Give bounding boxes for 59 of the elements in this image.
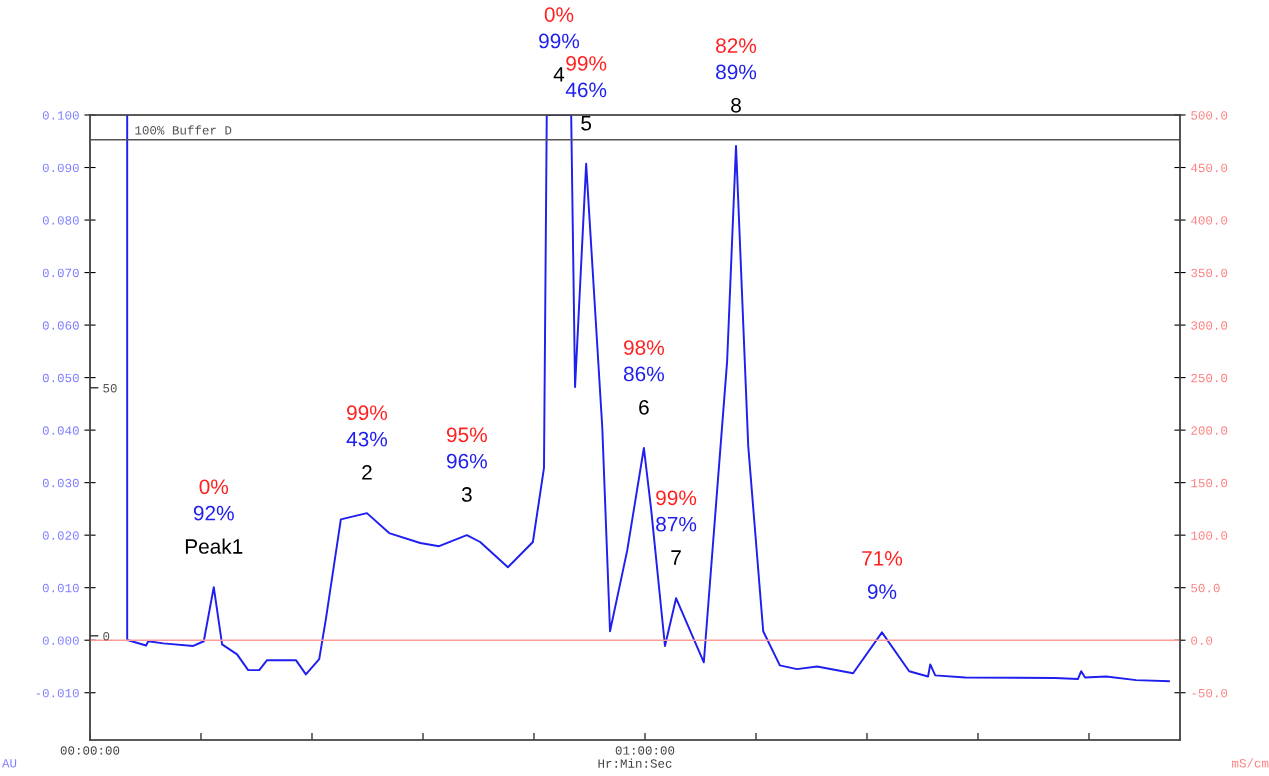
annotation: 96%	[446, 453, 487, 469]
annotation: 87%	[656, 516, 697, 532]
y2-tick-label: 300.0	[1191, 321, 1228, 330]
y-tick-label: 0.030	[42, 478, 79, 488]
text: 82%	[716, 38, 757, 53]
y-tick-label: 0.060	[42, 321, 79, 330]
y-tick-label: 0.010	[42, 583, 79, 593]
annotation: 2	[362, 465, 372, 480]
annotation: 0%	[199, 479, 229, 495]
annotation: 99%	[656, 490, 697, 506]
y2-tick-label: 250.0	[1191, 373, 1228, 383]
text: 89%	[716, 64, 757, 80]
annotation: 8	[731, 97, 741, 113]
annotation: 9%	[867, 584, 897, 600]
y-tick-label: 0.080	[42, 216, 79, 225]
text: 99%	[566, 56, 607, 71]
annotation: 86%	[623, 366, 664, 382]
annotation: 43%	[346, 431, 388, 447]
y2-tick-label: 150.0	[1191, 478, 1228, 488]
y-tick-label: 0.000	[42, 636, 79, 645]
y-tick-label: 0.020	[42, 531, 79, 540]
y2-tick-label: 0.0	[1191, 636, 1213, 645]
annotation: 4	[553, 67, 565, 82]
y2-tick-label: 500.0	[1191, 111, 1228, 120]
annotation: 99%	[347, 405, 388, 421]
y-tick-label: 0.050	[42, 373, 79, 383]
y2-tick-label: -50.0	[1192, 688, 1228, 698]
annotation: 92%	[193, 505, 234, 521]
ref-line-label: 100% Buffer D	[135, 125, 232, 135]
y2-tick-label: 50.0	[1191, 583, 1220, 593]
y2-tick-label: 450.0	[1191, 163, 1228, 173]
y2-tick-label: 200.0	[1191, 426, 1228, 435]
text: 99%	[539, 33, 580, 49]
y2-tick-label: 400.0	[1191, 216, 1228, 225]
y-tick-label: 0.070	[42, 268, 79, 278]
line-series	[126, 115, 1170, 683]
y2-axis-title: mS/cm	[1232, 758, 1269, 768]
annotation: 71%	[862, 551, 903, 566]
y-tick-label: -0.010	[36, 688, 79, 698]
text: 46%	[565, 82, 607, 98]
y2-tick-label: 350.0	[1191, 268, 1228, 278]
y-tick-label: 0.090	[42, 163, 79, 173]
y2-tick-label: 100.0	[1191, 531, 1228, 540]
annotation: 7	[671, 550, 681, 565]
text: 0%	[544, 7, 574, 22]
x-axis-title: Hr:Min:Sec	[598, 758, 672, 768]
y3-tick-label: 0	[103, 632, 110, 641]
y3-tick-label: 50	[103, 383, 117, 393]
annotation: 6	[639, 399, 649, 415]
x-tick-label: 01:00:00	[615, 746, 675, 755]
annotation: 5	[581, 116, 592, 131]
y-axis-title: AU	[2, 759, 17, 768]
annotation: 3	[461, 487, 472, 502]
x-tick-label: 00:00:00	[60, 746, 120, 755]
y-tick-label: 0.040	[42, 426, 79, 435]
annotation: 95%	[446, 427, 487, 443]
annotation: 98%	[624, 340, 664, 355]
annotation: Peak1	[185, 538, 243, 554]
y-tick-label: 0.100	[42, 111, 79, 120]
